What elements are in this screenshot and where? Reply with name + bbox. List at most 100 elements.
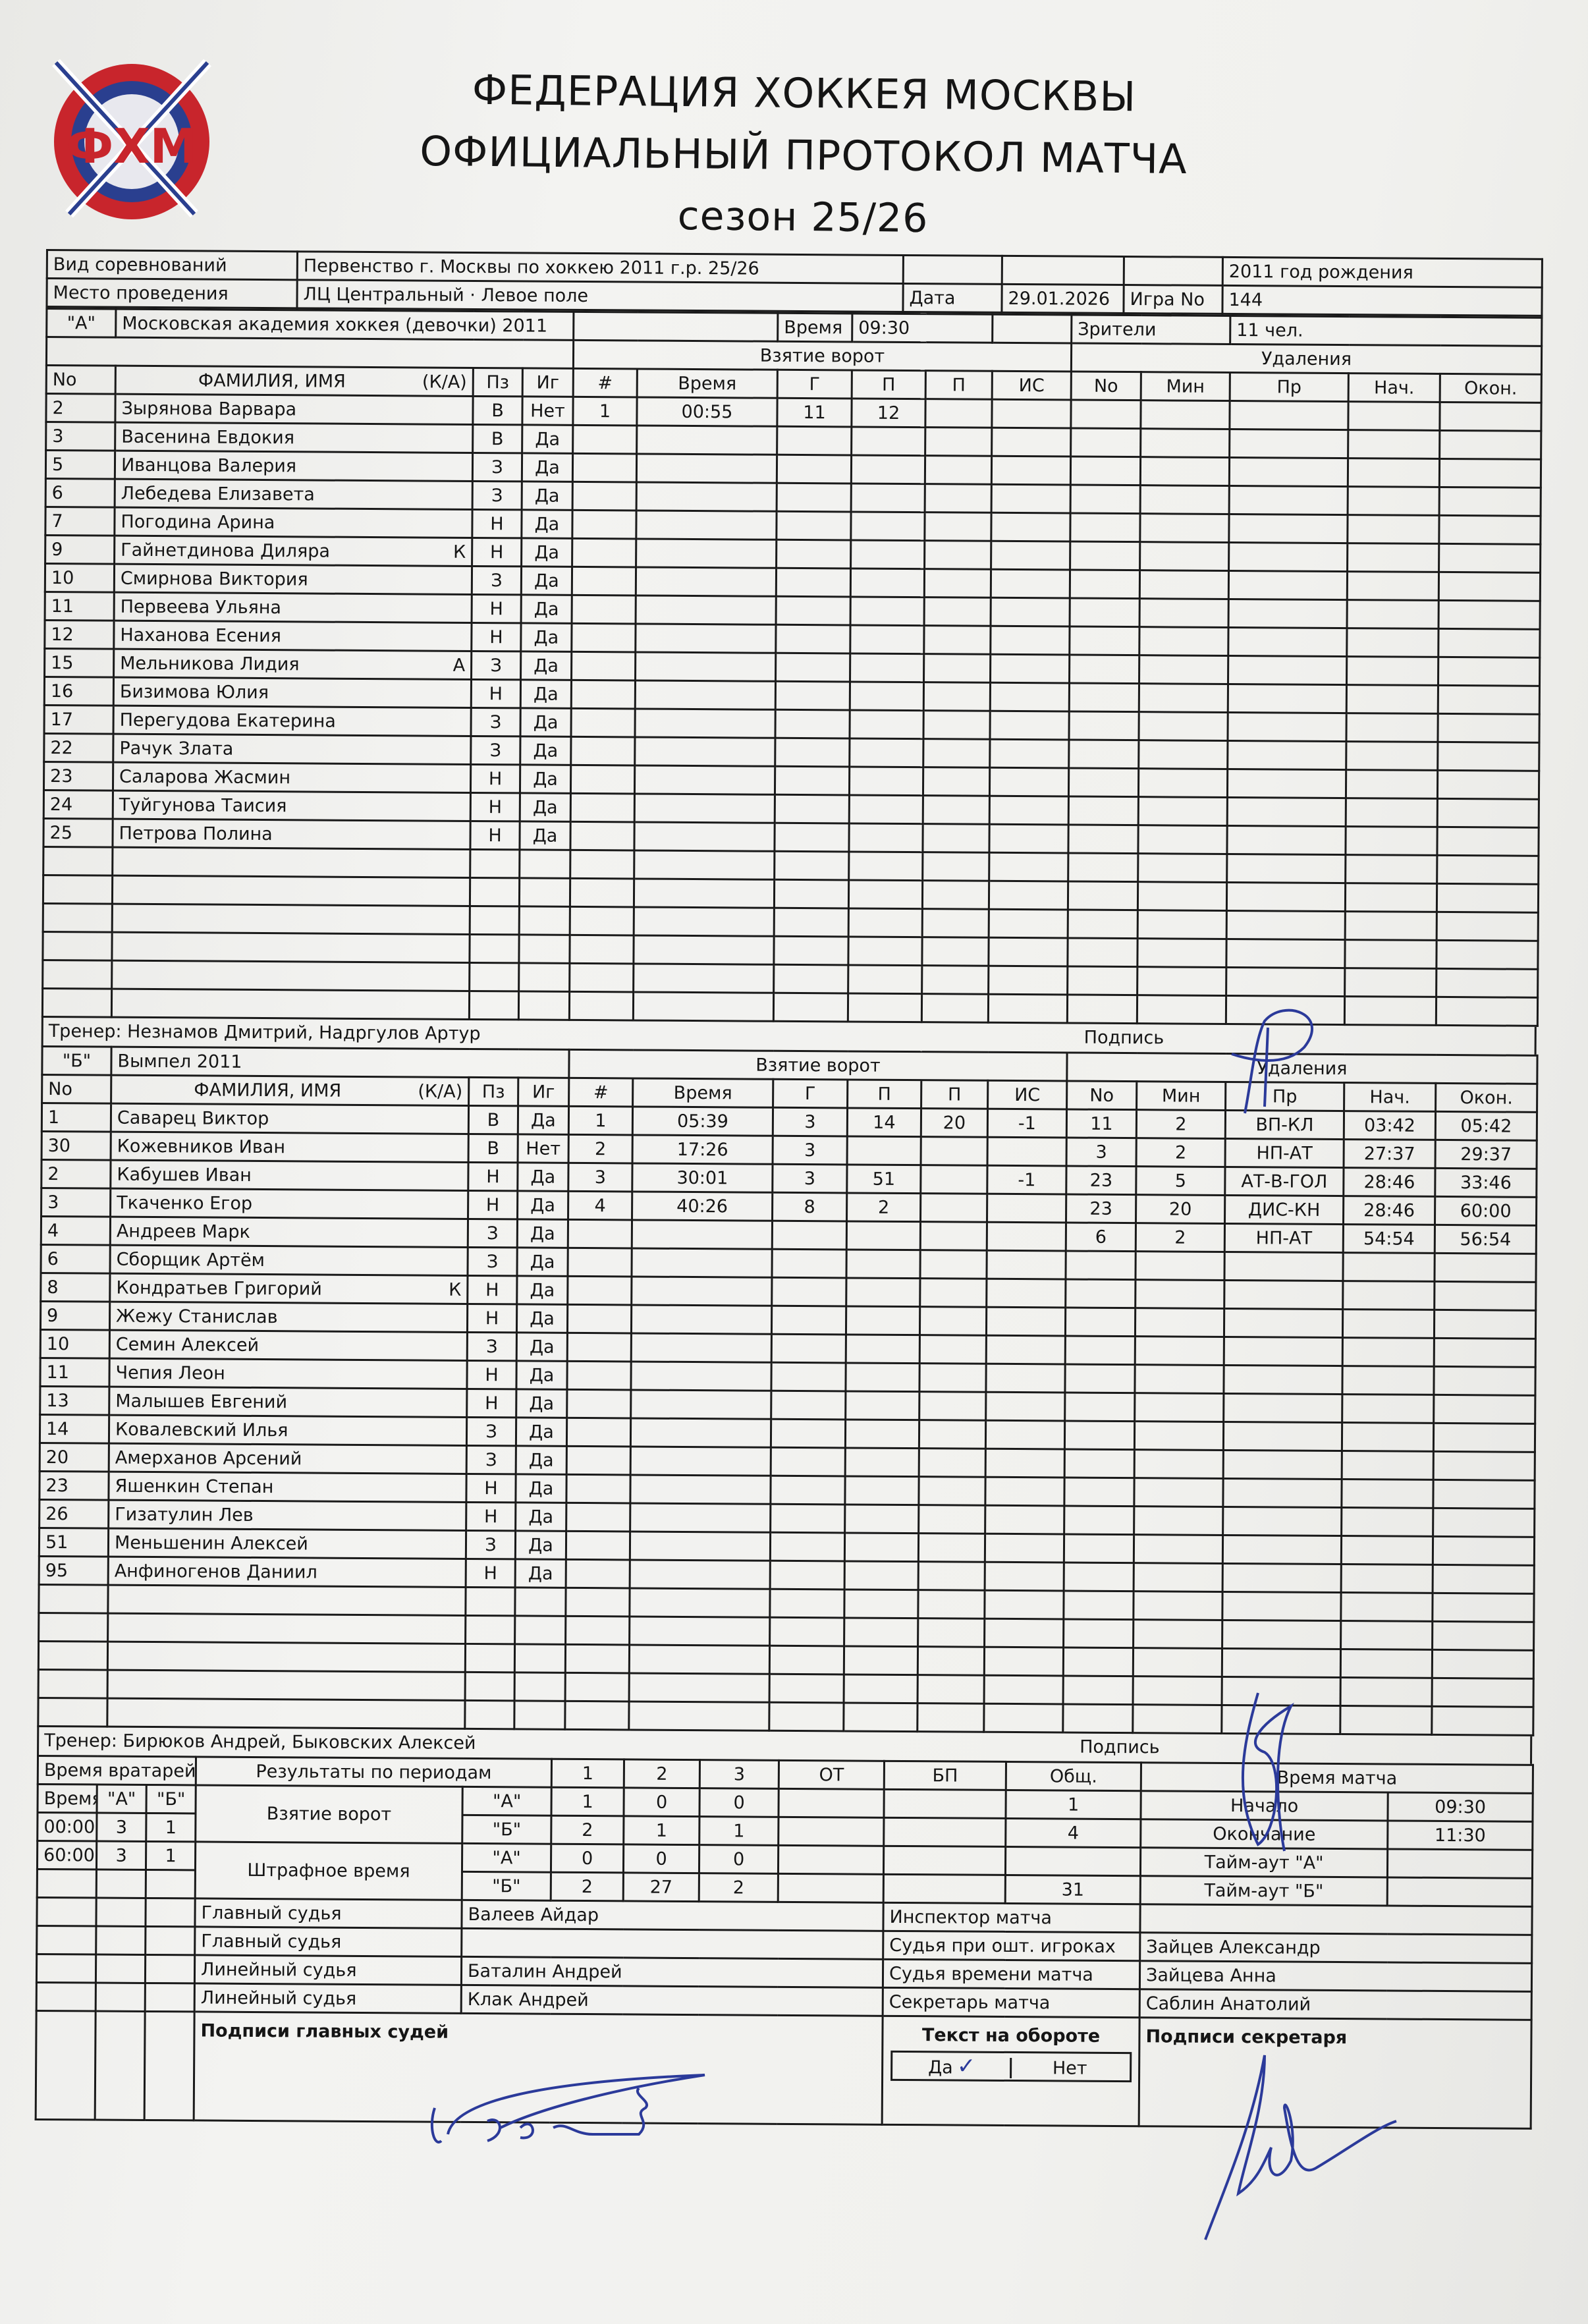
team-mark: "Б" — [462, 1815, 552, 1844]
empty — [1341, 1507, 1433, 1537]
empty — [1064, 1364, 1136, 1393]
empty — [1224, 1337, 1343, 1366]
goal-g: 3 — [773, 1107, 848, 1136]
player-name-cell: Кожевников Иван — [111, 1132, 469, 1163]
empty — [849, 766, 923, 796]
empty — [107, 1613, 466, 1644]
empty — [1222, 1535, 1342, 1564]
empty — [629, 1588, 771, 1618]
empty — [920, 1221, 987, 1251]
empty — [570, 736, 635, 765]
name-header-text: ФАМИЛИЯ, ИМЯ — [194, 1079, 342, 1101]
player-number: 20 — [40, 1443, 109, 1472]
empty — [1124, 256, 1223, 286]
empty — [514, 1644, 566, 1673]
empty — [570, 878, 634, 907]
empty — [1069, 626, 1140, 655]
player-number: 10 — [45, 563, 115, 593]
empty — [1070, 428, 1141, 457]
player-name: Лебедева Елизавета — [121, 483, 315, 505]
team-mark: "Б" — [462, 1871, 551, 1901]
empty — [985, 1562, 1064, 1591]
empty — [988, 994, 1068, 1023]
reverse-no-option[interactable]: Нет — [1010, 2057, 1128, 2080]
competition-label: Вид соревнований — [47, 250, 298, 280]
empty — [923, 767, 990, 796]
player-number: 2 — [41, 1159, 111, 1189]
empty — [769, 1617, 844, 1646]
empty — [1223, 1450, 1342, 1480]
period-header: 2 — [624, 1759, 700, 1788]
goal-num: 1 — [568, 1106, 633, 1135]
empty — [985, 1477, 1065, 1506]
empty — [845, 1447, 919, 1477]
player-name-cell: Погодина Арина — [114, 507, 473, 538]
player-name-cell: Андреев Марк — [110, 1217, 468, 1248]
player-name: Саларова Жасмин — [119, 766, 291, 788]
period-value — [884, 1789, 1006, 1819]
player-name-cell: Иванцова Валерия — [115, 451, 473, 482]
player-number: 11 — [40, 1358, 110, 1387]
goal-g: 3 — [773, 1136, 848, 1165]
empty — [519, 906, 570, 935]
empty — [1137, 910, 1227, 939]
reverse-yes-label: Да — [928, 2057, 953, 2078]
period-header: 3 — [699, 1759, 779, 1789]
empty — [923, 682, 991, 711]
empty — [1433, 1508, 1535, 1537]
goalie-header: Время — [38, 1784, 97, 1813]
period-header: БП — [884, 1761, 1006, 1790]
empty — [777, 483, 852, 512]
empty — [851, 426, 925, 456]
goalie-header: "Б" — [146, 1784, 196, 1813]
player-position: З — [470, 707, 521, 736]
empty — [1069, 655, 1139, 684]
empty — [565, 1588, 630, 1617]
empty — [1064, 1477, 1135, 1507]
periods-title: Результаты по периодам — [196, 1756, 552, 1788]
empty — [564, 1701, 630, 1730]
empty — [844, 1674, 918, 1703]
player-position: З — [472, 481, 522, 510]
empty — [1067, 994, 1137, 1024]
empty — [769, 1702, 844, 1731]
penalty-start: 27:37 — [1344, 1139, 1436, 1169]
penalty-minutes-header: Мин — [1136, 1081, 1226, 1111]
empty — [1344, 996, 1437, 1026]
official-name: Баталин Андрей — [461, 1956, 883, 1988]
penalty-min: 20 — [1136, 1194, 1225, 1224]
player-name-cell: Ткаченко Егор — [110, 1188, 468, 1219]
referee-signatures-label: Подписи главных судей — [194, 2011, 883, 2125]
empty — [630, 1361, 772, 1391]
period-value — [778, 1817, 885, 1846]
player-name-cell: Бизимова Юлия — [113, 677, 472, 708]
empty — [991, 456, 1071, 485]
player-position: В — [468, 1105, 518, 1134]
captain-column-header: (К/А) — [418, 1080, 463, 1102]
player-number: 3 — [45, 422, 115, 451]
player-position: Н — [466, 1360, 517, 1389]
empty — [850, 596, 925, 626]
official-name: Зайцев Александр — [1139, 1932, 1532, 1964]
empty — [1068, 740, 1139, 769]
empty — [1342, 1394, 1434, 1424]
empty — [1432, 1593, 1535, 1622]
empty — [991, 428, 1071, 457]
empty — [1226, 825, 1346, 855]
empty — [850, 540, 925, 569]
penalty-end: 33:46 — [1435, 1168, 1537, 1198]
player-number: 7 — [45, 507, 115, 536]
empty — [1229, 457, 1348, 487]
empty — [514, 1587, 566, 1617]
empty — [1221, 1705, 1341, 1734]
player-played: Да — [516, 1417, 567, 1447]
goal-is — [987, 1194, 1066, 1223]
empty — [918, 1505, 985, 1534]
empty — [566, 1531, 630, 1560]
reverse-yes-option[interactable]: Да ✓ — [894, 2053, 1010, 2080]
empty — [572, 453, 637, 482]
empty — [1068, 852, 1138, 882]
empty — [633, 963, 774, 993]
player-number: 22 — [43, 733, 114, 763]
reverse-text-choice[interactable]: Да ✓ Нет — [890, 2050, 1132, 2083]
